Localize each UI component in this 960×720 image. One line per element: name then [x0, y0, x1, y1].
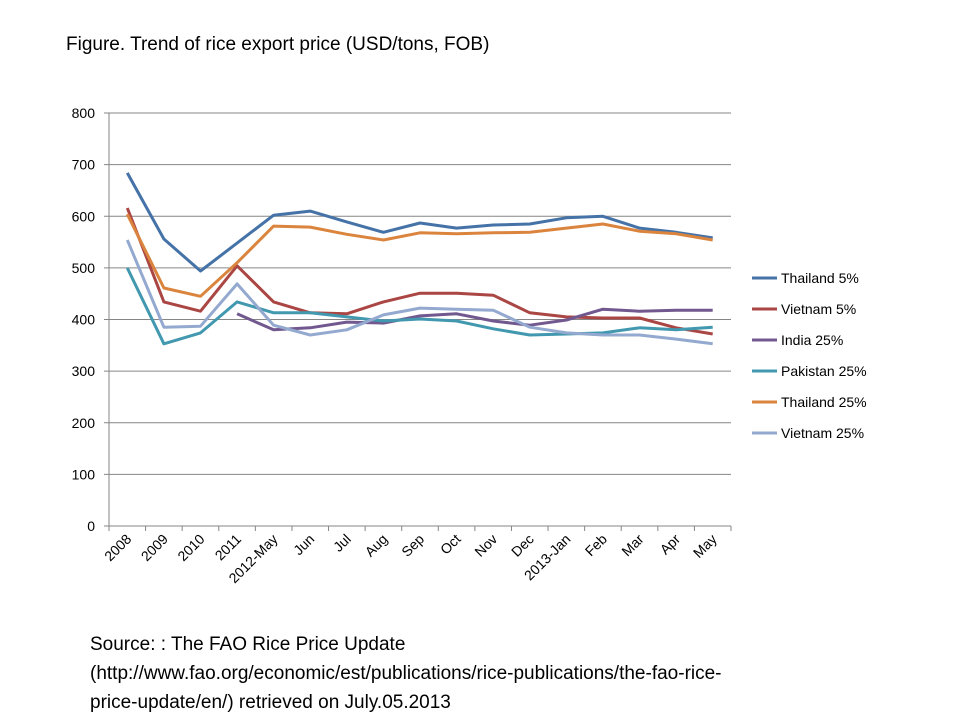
- x-tick-label: Jun: [290, 531, 317, 558]
- x-tick-label: 2011: [212, 531, 245, 564]
- series-line-thailand-5-: [125, 172, 713, 273]
- series-line-vietnam-25-: [125, 239, 713, 346]
- y-tick-label: 0: [87, 518, 95, 534]
- legend-label: Thailand 5%: [781, 270, 859, 286]
- x-tick-label: 2008: [101, 531, 134, 564]
- y-tick-label: 700: [72, 157, 96, 173]
- source-line-3: price-update/en/) retrieved on July.05.2…: [90, 692, 451, 713]
- source-note: Source: : The FAO Rice Price Update (htt…: [90, 630, 950, 717]
- y-tick-label: 500: [72, 260, 96, 276]
- y-tick-label: 200: [72, 415, 96, 431]
- legend-label: Pakistan 25%: [781, 363, 867, 379]
- legend-label: India 25%: [781, 332, 843, 348]
- source-line-2: (http://www.fao.org/economic/est/publica…: [90, 663, 722, 684]
- x-tick-label: Aug: [362, 531, 391, 560]
- series-line-pakistan-25-: [125, 267, 713, 346]
- legend-label: Vietnam 25%: [781, 425, 864, 441]
- x-tick-label: Sep: [398, 531, 427, 560]
- x-tick-label: 2010: [174, 531, 207, 564]
- source-line-1: Source: : The FAO Rice Price Update: [90, 634, 406, 655]
- x-tick-label: 2009: [138, 531, 171, 564]
- legend-label: Vietnam 5%: [781, 301, 856, 317]
- legend-label: Thailand 25%: [781, 394, 867, 410]
- x-tick-label: Jul: [330, 531, 354, 555]
- y-tick-label: 800: [72, 105, 96, 121]
- x-tick-label: Nov: [471, 531, 500, 560]
- x-tick-label: Mar: [618, 531, 647, 560]
- series-line-india-25-: [236, 307, 713, 332]
- x-tick-label: Dec: [508, 531, 537, 560]
- y-tick-label: 400: [72, 312, 96, 328]
- y-tick-label: 300: [72, 363, 96, 379]
- x-tick-label: Apr: [657, 531, 684, 558]
- x-tick-label: May: [690, 531, 720, 561]
- y-tick-label: 600: [72, 208, 96, 224]
- series-line-thailand-25-: [125, 213, 713, 298]
- y-tick-label: 100: [72, 466, 96, 482]
- series-line-vietnam-5-: [125, 207, 713, 336]
- x-tick-label: Oct: [437, 531, 464, 558]
- x-tick-label: Feb: [582, 531, 611, 560]
- chart-title: Figure. Trend of rice export price (USD/…: [66, 34, 490, 55]
